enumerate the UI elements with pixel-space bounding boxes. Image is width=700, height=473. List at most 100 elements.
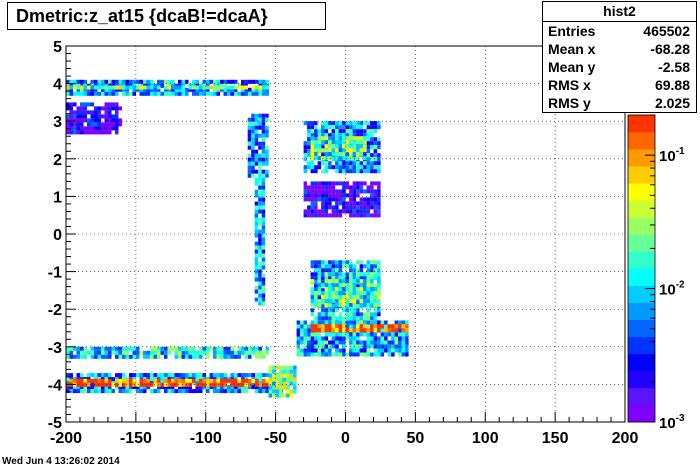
- heatmap-cell: [181, 373, 185, 378]
- heatmap-cell: [359, 324, 364, 329]
- heatmap-cell: [338, 165, 343, 170]
- heatmap-cell: [377, 291, 381, 296]
- heatmap-cell: [363, 340, 367, 345]
- heatmap-cell: [342, 316, 346, 321]
- heatmap-cell: [324, 152, 329, 157]
- heatmap-cell: [321, 288, 325, 293]
- heatmap-cell: [282, 373, 287, 378]
- heatmap-cell: [359, 209, 364, 214]
- heatmap-cell: [262, 373, 266, 378]
- heatmap-cell: [391, 324, 395, 329]
- heatmap-cell: [342, 165, 346, 170]
- heatmap-cell: [352, 328, 357, 333]
- heatmap-cell: [387, 324, 392, 329]
- heatmap-cell: [251, 117, 255, 122]
- heatmap-cell: [338, 140, 343, 145]
- heatmap-cell: [195, 389, 199, 394]
- heatmap-cell: [317, 197, 322, 202]
- heatmap-cell: [265, 346, 269, 351]
- heatmap-cell: [80, 346, 84, 351]
- heatmap-cell: [188, 389, 192, 394]
- heatmap-cell: [87, 118, 91, 123]
- heatmap-cell: [342, 121, 346, 126]
- heatmap-cell: [209, 346, 213, 351]
- heatmap-cell: [373, 336, 378, 341]
- heatmap-cell: [314, 320, 318, 325]
- heatmap-cell: [373, 332, 378, 337]
- heatmap-cell: [247, 125, 252, 130]
- heatmap-cell: [342, 201, 346, 206]
- heatmap-cell: [90, 373, 94, 378]
- heatmap-cell: [391, 328, 395, 333]
- heatmap-cell: [220, 373, 224, 378]
- heatmap-cell: [178, 91, 182, 96]
- heatmap-cell: [345, 312, 350, 317]
- heatmap-cell: [76, 91, 80, 96]
- heatmap-cell: [216, 91, 220, 96]
- heatmap-cell: [115, 85, 119, 90]
- heatmap-cell: [317, 185, 322, 190]
- stats-value: -68.28: [650, 41, 690, 57]
- heatmap-cell: [150, 354, 154, 359]
- heatmap-cell: [370, 197, 374, 202]
- heatmap-cell: [181, 389, 185, 394]
- heatmap-cell: [262, 354, 266, 359]
- heatmap-cell: [241, 346, 245, 351]
- heatmap-cell: [195, 79, 199, 84]
- heatmap-cell: [132, 373, 136, 378]
- heatmap-cell: [279, 393, 283, 398]
- heatmap-cell: [261, 229, 266, 234]
- heatmap-cell: [356, 344, 360, 349]
- heatmap-cell: [73, 122, 77, 127]
- stats-value: 465502: [643, 23, 690, 39]
- heatmap-cell: [391, 344, 395, 349]
- heatmap-cell: [258, 145, 262, 150]
- heatmap-cell: [258, 373, 262, 378]
- heatmap-cell: [153, 389, 157, 394]
- heatmap-cell: [258, 261, 262, 266]
- heatmap-cell: [335, 140, 339, 145]
- heatmap-cell: [377, 279, 381, 284]
- heatmap-cell: [352, 193, 357, 198]
- heatmap-cell: [265, 373, 269, 378]
- heatmap-cell: [345, 303, 350, 308]
- heatmap-cell: [115, 378, 119, 383]
- stats-label: RMS x: [548, 77, 591, 93]
- heatmap-cell: [363, 156, 367, 161]
- heatmap-cell: [359, 161, 364, 166]
- heatmap-cell: [178, 389, 182, 394]
- heatmap-cell: [349, 125, 353, 130]
- heatmap-cell: [265, 125, 269, 130]
- heatmap-cell: [317, 332, 322, 337]
- heatmap-cell: [90, 354, 94, 359]
- heatmap-cell: [314, 209, 318, 214]
- heatmap-cell: [76, 382, 80, 387]
- heatmap-cell: [342, 332, 346, 337]
- heatmap-cell: [342, 148, 346, 153]
- heatmap-cell: [342, 283, 346, 288]
- heatmap-cell: [373, 340, 378, 345]
- heatmap-cell: [363, 148, 367, 153]
- colorbar-band: [628, 268, 655, 286]
- heatmap-cell: [237, 389, 241, 394]
- heatmap-cell: [342, 193, 346, 198]
- heatmap-cell: [363, 169, 367, 174]
- heatmap-cell: [296, 320, 301, 325]
- heatmap-cell: [342, 344, 346, 349]
- heatmap-cell: [146, 79, 150, 84]
- heatmap-cell: [254, 253, 259, 258]
- heatmap-cell: [129, 382, 133, 387]
- heatmap-cell: [206, 85, 210, 90]
- heatmap-cell: [143, 354, 147, 359]
- heatmap-cell: [398, 328, 402, 333]
- heatmap-cell: [314, 299, 318, 304]
- heatmap-cell: [345, 320, 350, 325]
- heatmap-cell: [97, 118, 101, 123]
- heatmap-cell: [69, 106, 73, 111]
- heatmap-cell: [199, 373, 203, 378]
- heatmap-cell: [321, 324, 325, 329]
- heatmap-cell: [181, 91, 185, 96]
- heatmap-cell: [359, 303, 364, 308]
- heatmap-cell: [258, 197, 262, 202]
- heatmap-cell: [366, 205, 371, 210]
